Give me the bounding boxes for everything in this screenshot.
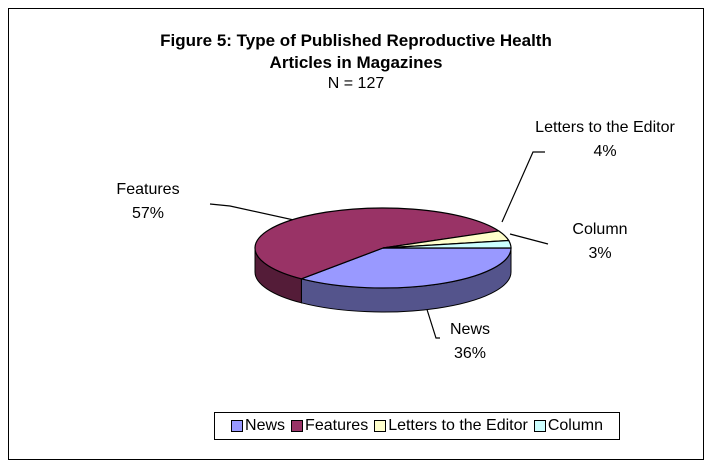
slice	[382, 239, 512, 249]
chart-frame	[8, 8, 704, 460]
legend-swatch	[291, 420, 304, 432]
legend-swatch	[533, 420, 546, 432]
label-value: 4%	[593, 143, 617, 160]
leader-line	[423, 299, 440, 339]
label-category: Features	[116, 181, 180, 198]
legend-item: Letters to the Editor	[374, 417, 528, 435]
data-label: Column 3%	[560, 218, 640, 266]
leader-line	[509, 233, 549, 245]
legend: News Features Letters to the Editor Column	[214, 412, 620, 440]
data-label: News 36%	[440, 318, 500, 366]
chart-subtitle: N = 127	[327, 75, 385, 92]
legend-item: Features	[291, 417, 368, 435]
legend-label: Features	[305, 417, 369, 434]
label-value: 57%	[131, 205, 165, 222]
slice	[299, 247, 512, 289]
leader-line	[501, 151, 545, 223]
label-category: Column	[572, 221, 628, 238]
label-value: 3%	[588, 245, 612, 262]
data-label: Features 57%	[98, 178, 198, 226]
legend-swatch	[374, 420, 387, 432]
chart-title: Figure 5: Type of Published Reproductive…	[160, 31, 552, 72]
legend-label: News	[245, 417, 286, 434]
legend-label: Letters to the Editor	[388, 417, 528, 434]
data-label: Letters to the Editor 4%	[530, 116, 680, 164]
slice	[254, 207, 501, 280]
legend-label: Column	[547, 417, 603, 434]
pie	[254, 207, 512, 313]
label-category: News	[449, 321, 490, 338]
label-category: Letters to the Editor	[535, 119, 675, 136]
label-value: 36%	[453, 345, 487, 362]
legend-item: News	[231, 417, 285, 435]
legend-item: Column	[533, 417, 603, 435]
legend-swatch	[231, 420, 244, 432]
